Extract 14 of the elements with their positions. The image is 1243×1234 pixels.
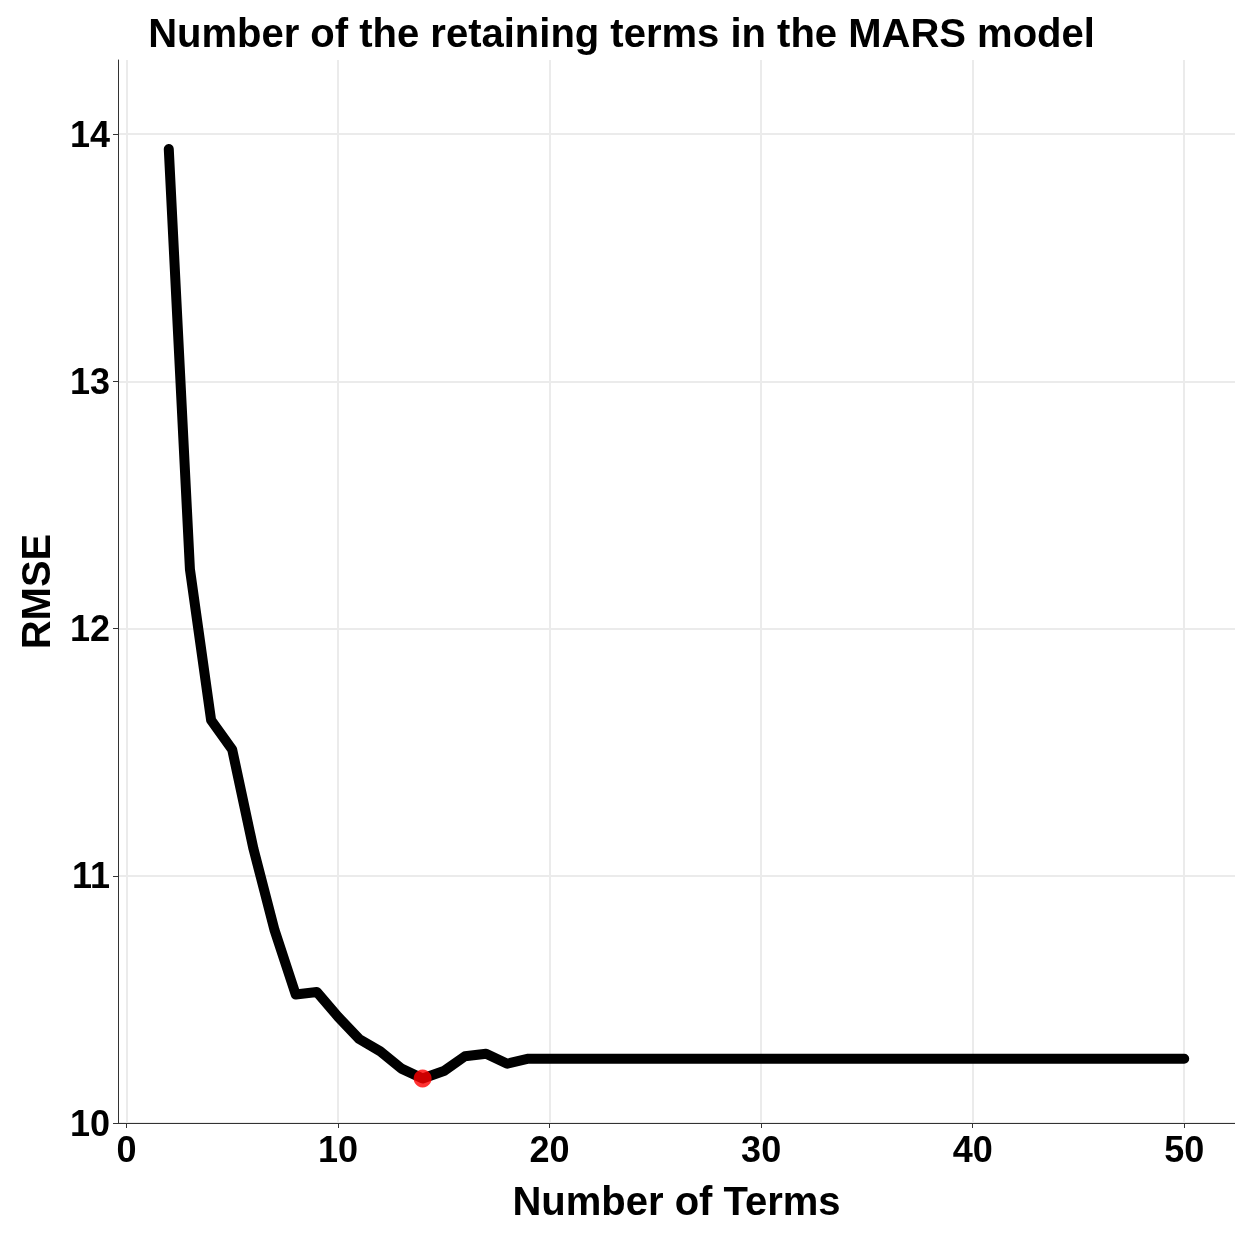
y-axis-title: RMSE — [14, 533, 58, 650]
x-tick-label: 50 — [1164, 1128, 1205, 1170]
x-tick-label: 0 — [116, 1128, 137, 1170]
x-axis-title: Number of Terms — [512, 1179, 841, 1223]
y-tick-label: 14 — [69, 113, 110, 155]
x-tick-label: 30 — [741, 1128, 782, 1170]
y-tick-label: 12 — [69, 608, 110, 650]
y-tick-label: 11 — [71, 855, 110, 897]
y-tick-label: 10 — [69, 1102, 110, 1144]
x-tick-label: 20 — [529, 1128, 570, 1170]
x-tick-label: 40 — [952, 1128, 993, 1170]
y-tick-label: 13 — [69, 360, 110, 402]
chart-title: Number of the retaining terms in the MARS model — [148, 11, 1095, 55]
x-tick-label: 10 — [317, 1128, 359, 1170]
